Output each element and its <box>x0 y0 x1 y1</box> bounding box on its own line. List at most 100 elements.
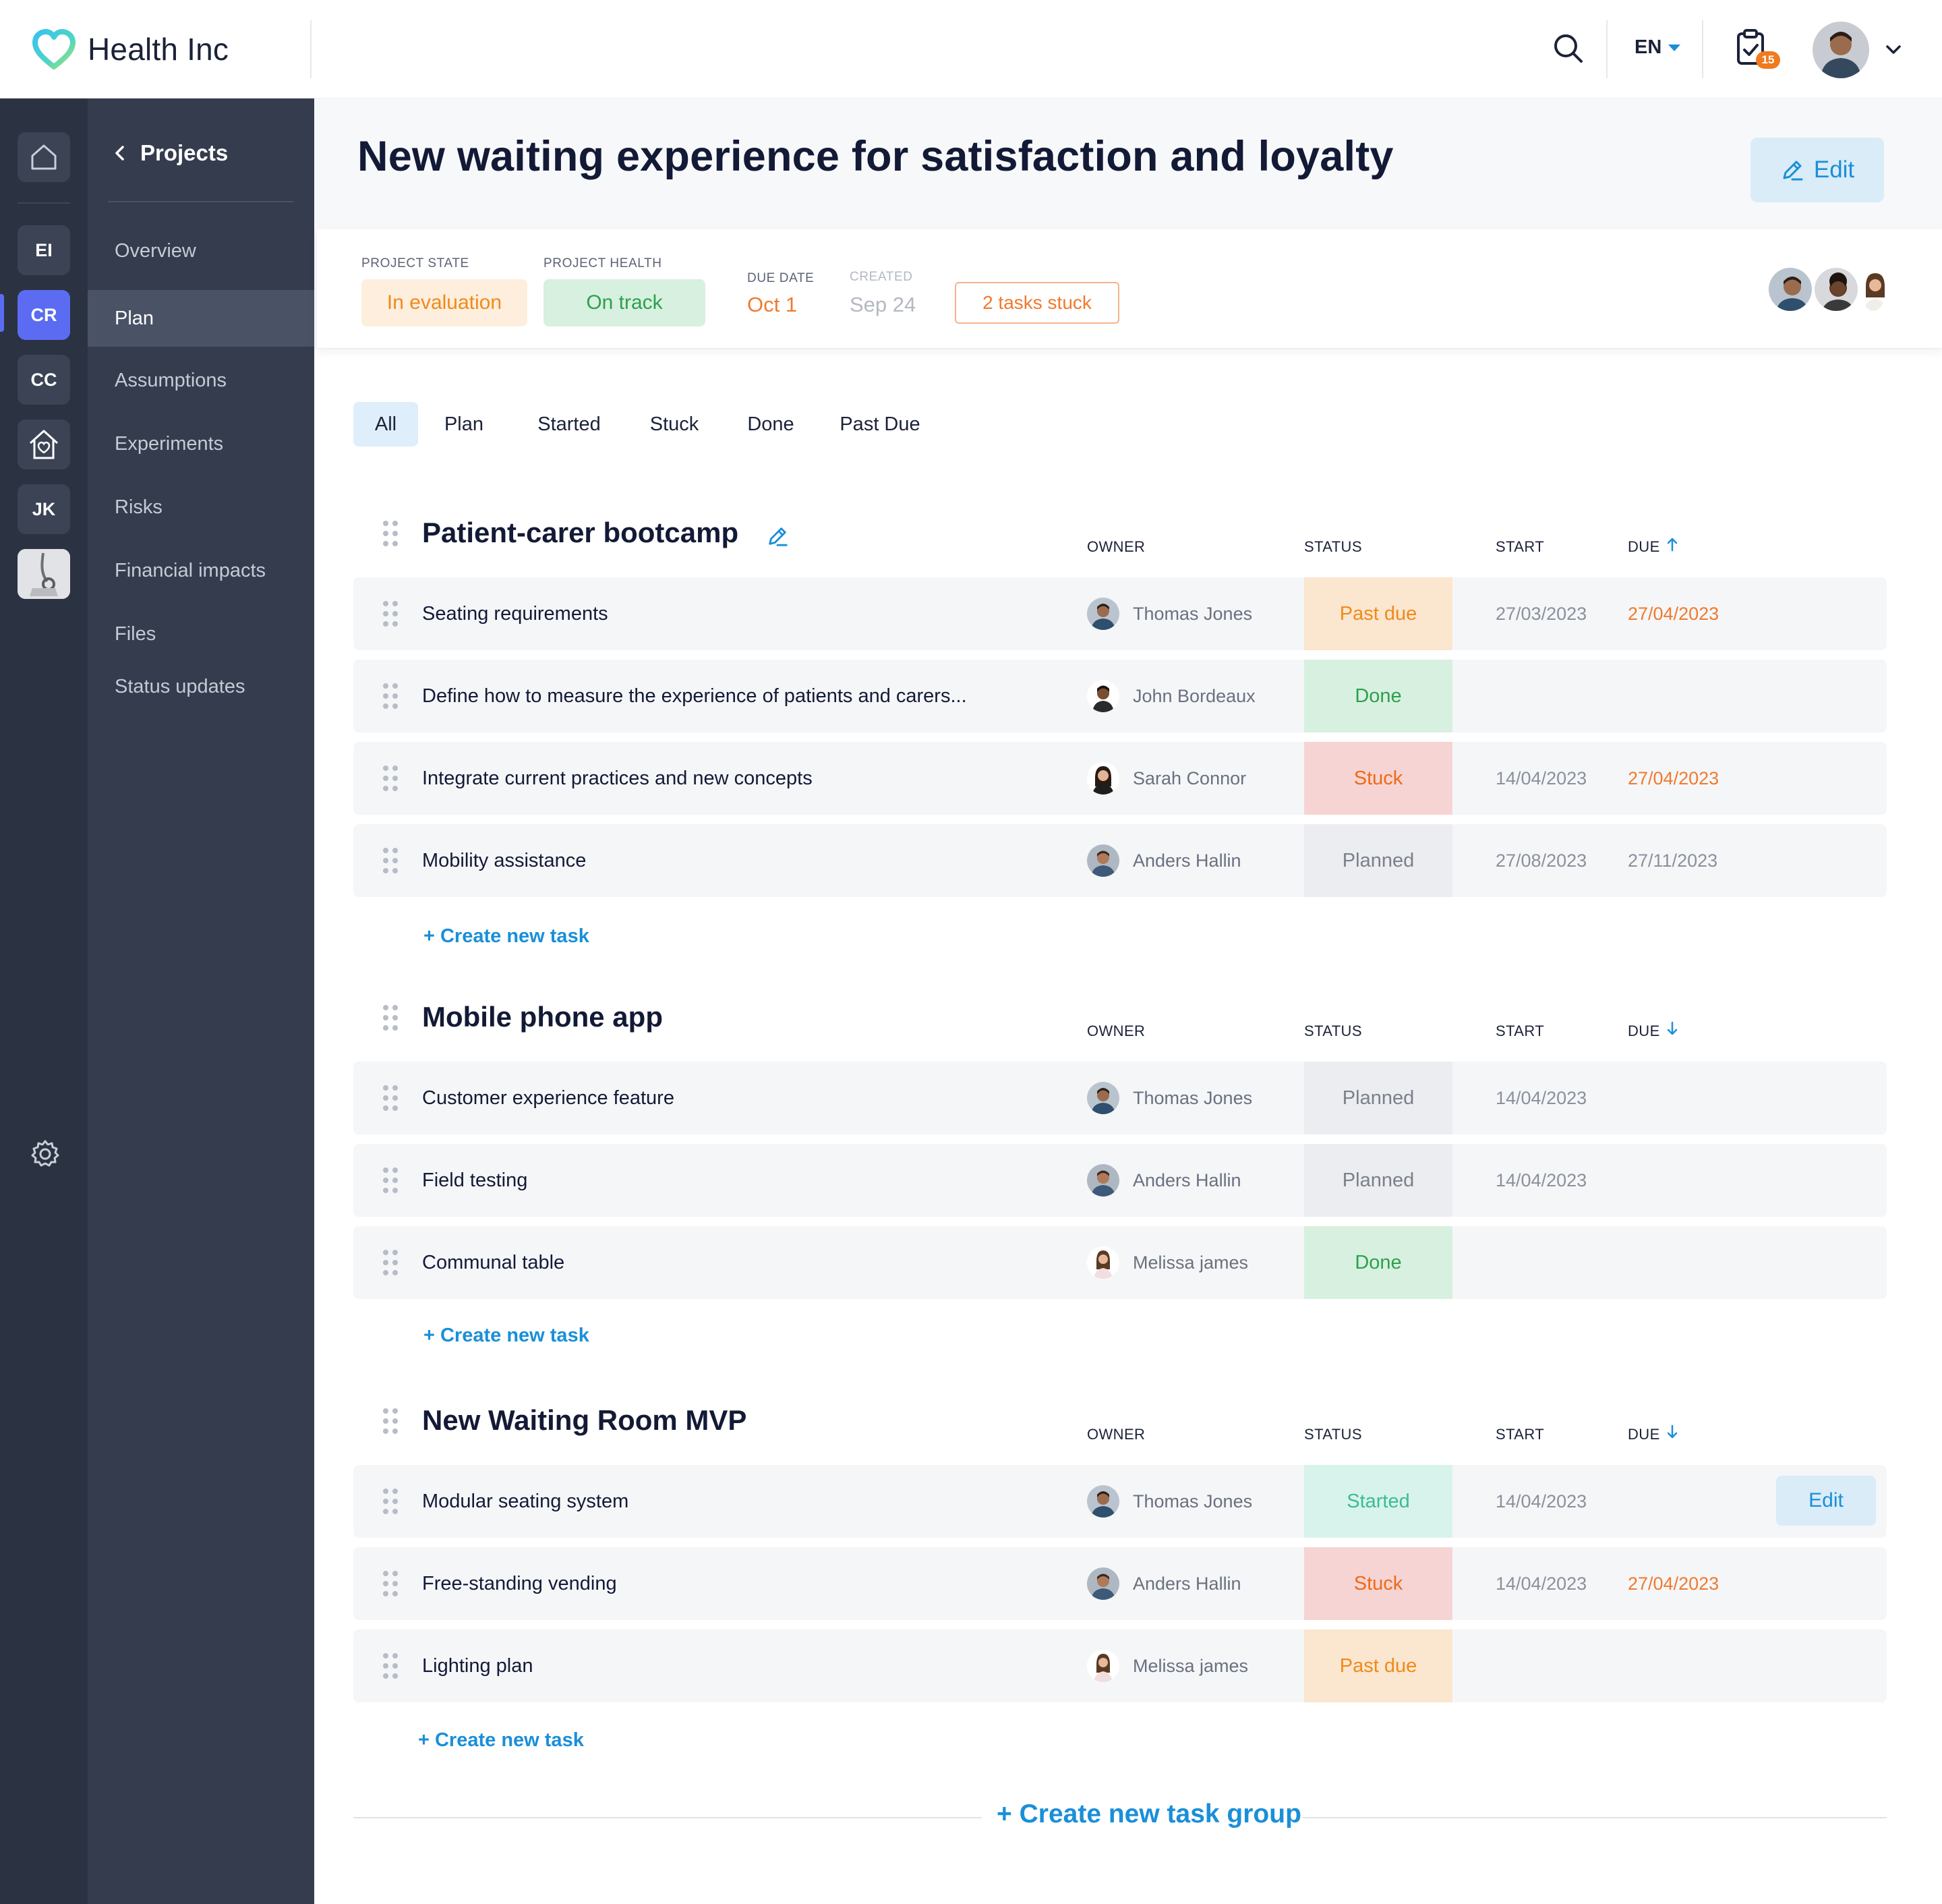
task-name[interactable]: Customer experience feature <box>422 1087 674 1109</box>
project-jk[interactable]: JK <box>18 484 70 534</box>
filter-past-due[interactable]: Past Due <box>840 413 920 435</box>
drag-handle-icon[interactable] <box>383 1250 398 1275</box>
tasks-stuck-badge[interactable]: 2 tasks stuck <box>955 282 1119 324</box>
home-button[interactable] <box>18 132 70 182</box>
user-avatar[interactable] <box>1813 22 1869 78</box>
drag-handle-icon[interactable] <box>383 521 398 546</box>
nav-item-status-updates[interactable]: Status updates <box>115 675 245 697</box>
back-to-projects[interactable]: Projects <box>112 140 228 166</box>
gear-icon[interactable] <box>30 1138 61 1170</box>
task-name[interactable]: Mobility assistance <box>422 849 587 871</box>
task-name[interactable]: Seating requirements <box>422 602 608 625</box>
column-due[interactable]: DUE <box>1628 1022 1660 1039</box>
table-row[interactable]: Customer experience feature Thomas Jones… <box>353 1062 1887 1134</box>
nav-item-risks[interactable]: Risks <box>115 496 163 518</box>
status-badge[interactable]: Planned <box>1304 1144 1452 1217</box>
task-name[interactable]: Lighting plan <box>422 1654 533 1677</box>
status-badge[interactable]: Stuck <box>1304 742 1452 815</box>
filter-stuck[interactable]: Stuck <box>649 413 699 435</box>
nav-item-plan[interactable]: Plan <box>88 290 314 347</box>
drag-handle-icon[interactable] <box>383 1005 398 1031</box>
drag-handle-icon[interactable] <box>383 683 398 709</box>
project-health-badge[interactable]: On track <box>543 279 705 326</box>
project-state-badge[interactable]: In evaluation <box>361 279 527 326</box>
status-badge[interactable]: Planned <box>1304 824 1452 897</box>
project-cr[interactable]: CR <box>18 290 70 340</box>
pencil-icon[interactable] <box>766 525 789 548</box>
drag-handle-icon[interactable] <box>383 1408 398 1434</box>
project-health-label: PROJECT HEALTH <box>543 256 662 270</box>
column-owner[interactable]: OWNER <box>1087 1022 1146 1039</box>
nav-item-experiments[interactable]: Experiments <box>115 432 224 455</box>
table-row[interactable]: Seating requirements Thomas Jones Past d… <box>353 577 1887 650</box>
table-row[interactable]: Free-standing vending Anders Hallin Stuc… <box>353 1547 1887 1620</box>
table-row[interactable]: Mobility assistance Anders Hallin Planne… <box>353 824 1887 897</box>
task-name[interactable]: Communal table <box>422 1251 565 1273</box>
search-icon[interactable] <box>1551 31 1586 66</box>
table-row[interactable]: Integrate current practices and new conc… <box>353 742 1887 815</box>
project-cc[interactable]: CC <box>18 355 70 405</box>
tasks-button[interactable]: 15 <box>1734 28 1782 73</box>
arrow-down-icon[interactable] <box>1667 1424 1678 1439</box>
task-name[interactable]: Field testing <box>422 1169 528 1191</box>
nav-item-financial-impacts[interactable]: Financial impacts <box>115 559 266 581</box>
task-name[interactable]: Integrate current practices and new conc… <box>422 767 813 789</box>
arrow-down-icon[interactable] <box>1667 1021 1678 1036</box>
table-row[interactable]: Modular seating system Thomas Jones Star… <box>353 1465 1887 1538</box>
nav-item-assumptions[interactable]: Assumptions <box>115 369 227 391</box>
status-badge[interactable]: Done <box>1304 660 1452 732</box>
edit-task-button[interactable]: Edit <box>1776 1476 1876 1526</box>
table-row[interactable]: Define how to measure the experience of … <box>353 660 1887 732</box>
active-indicator <box>0 294 4 332</box>
column-status[interactable]: STATUS <box>1304 1426 1362 1443</box>
column-owner[interactable]: OWNER <box>1087 1426 1146 1443</box>
column-status[interactable]: STATUS <box>1304 538 1362 555</box>
table-row[interactable]: Field testing Anders Hallin Planned 14/0… <box>353 1144 1887 1217</box>
status-badge[interactable]: Done <box>1304 1226 1452 1299</box>
column-status[interactable]: STATUS <box>1304 1022 1362 1039</box>
project-ei[interactable]: EI <box>18 225 70 275</box>
project-hospital[interactable] <box>18 420 70 469</box>
drag-handle-icon[interactable] <box>383 1653 398 1679</box>
column-start[interactable]: START <box>1496 1426 1545 1443</box>
task-name[interactable]: Define how to measure the experience of … <box>422 685 967 707</box>
language-select[interactable]: EN <box>1635 36 1681 59</box>
filter-all[interactable]: All <box>353 402 418 446</box>
status-badge[interactable]: Started <box>1304 1465 1452 1538</box>
nav-item-overview[interactable]: Overview <box>115 239 196 262</box>
task-name[interactable]: Free-standing vending <box>422 1572 617 1594</box>
create-task-button[interactable]: + Create new task <box>418 1729 584 1751</box>
table-row[interactable]: Communal table Melissa james Done <box>353 1226 1887 1299</box>
drag-handle-icon[interactable] <box>383 1489 398 1514</box>
drag-handle-icon[interactable] <box>383 848 398 873</box>
column-due[interactable]: DUE <box>1628 538 1660 555</box>
create-task-group-button[interactable]: + Create new task group <box>997 1799 1301 1828</box>
language-code: EN <box>1635 36 1662 58</box>
column-due[interactable]: DUE <box>1628 1426 1660 1443</box>
filter-done[interactable]: Done <box>747 413 794 435</box>
column-owner[interactable]: OWNER <box>1087 538 1146 555</box>
status-badge[interactable]: Past due <box>1304 1629 1452 1702</box>
chevron-down-icon[interactable] <box>1884 43 1903 57</box>
filter-started[interactable]: Started <box>537 413 601 435</box>
table-row[interactable]: Lighting plan Melissa james Past due <box>353 1629 1887 1702</box>
column-start[interactable]: START <box>1496 538 1545 555</box>
brand[interactable]: Health Inc <box>32 27 229 71</box>
edit-project-button[interactable]: Edit <box>1750 138 1884 202</box>
drag-handle-icon[interactable] <box>383 766 398 791</box>
status-badge[interactable]: Stuck <box>1304 1547 1452 1620</box>
arrow-up-icon[interactable] <box>1667 537 1678 552</box>
create-task-button[interactable]: + Create new task <box>423 1325 589 1346</box>
drag-handle-icon[interactable] <box>383 601 398 627</box>
drag-handle-icon[interactable] <box>383 1167 398 1193</box>
project-photo[interactable] <box>18 549 70 599</box>
drag-handle-icon[interactable] <box>383 1571 398 1596</box>
status-badge[interactable]: Planned <box>1304 1062 1452 1134</box>
task-name[interactable]: Modular seating system <box>422 1490 629 1512</box>
column-start[interactable]: START <box>1496 1022 1545 1039</box>
filter-plan[interactable]: Plan <box>444 413 484 435</box>
create-task-button[interactable]: + Create new task <box>423 925 589 947</box>
drag-handle-icon[interactable] <box>383 1085 398 1111</box>
status-badge[interactable]: Past due <box>1304 577 1452 650</box>
nav-item-files[interactable]: Files <box>115 623 156 645</box>
